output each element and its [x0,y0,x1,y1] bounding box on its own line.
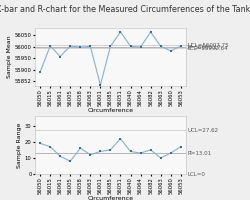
Y-axis label: Sample Range: Sample Range [17,122,22,168]
X-axis label: Circumference: Circumference [87,108,133,113]
X-axis label: Circumference: Circumference [87,196,133,200]
Y-axis label: Sample Mean: Sample Mean [7,36,12,78]
Text: X-bar and R-chart for the Measured Circumferences of the Tanks: X-bar and R-chart for the Measured Circu… [0,5,250,14]
